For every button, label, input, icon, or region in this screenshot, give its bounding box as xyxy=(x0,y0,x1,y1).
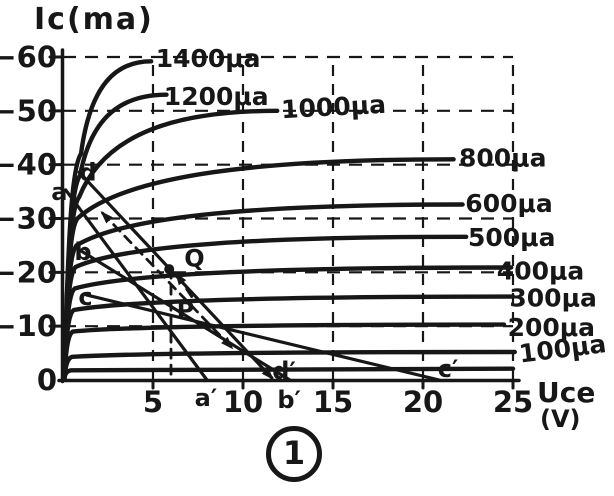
x-tick-label-15: 15 xyxy=(313,385,353,419)
x-tick-label-25: 25 xyxy=(493,385,533,419)
curve-ib-min xyxy=(62,366,516,381)
point-label-Q: Q xyxy=(184,244,204,272)
point-label-a-prime: a′ xyxy=(195,384,218,412)
y-tick-label--10: −10 xyxy=(0,309,57,343)
y-tick-label--20: −20 xyxy=(0,255,57,289)
shift-line xyxy=(100,210,234,350)
point-label-c: c xyxy=(78,283,92,311)
curve-label-200: 200μa xyxy=(508,313,595,342)
q-arrow xyxy=(175,271,194,298)
point-Q xyxy=(164,264,175,275)
point-label-d-prime: d′ xyxy=(272,357,296,385)
curve-label-1000: 1000μa xyxy=(280,90,386,124)
y-tick-label-0: 0 xyxy=(37,363,57,397)
point-label-b: b xyxy=(74,238,91,266)
operating-points xyxy=(164,264,175,275)
curve-label-400: 400μa xyxy=(497,257,584,286)
curve-label-500: 500μa xyxy=(468,223,555,252)
point-label-c-prime: c′ xyxy=(438,355,459,383)
x-axis-title-unit: Uce xyxy=(537,376,596,409)
curve-label-1200: 1200μa xyxy=(164,82,269,111)
x-tick-label-5: 5 xyxy=(143,385,163,419)
point-label-d: d xyxy=(79,159,96,187)
point-label-a: a xyxy=(51,178,67,206)
curve-label-600: 600μa xyxy=(465,189,552,218)
curve-ib-1200 xyxy=(62,92,169,381)
curve-label-1400: 1400μa xyxy=(156,44,261,73)
figure-number: 1 xyxy=(282,434,306,472)
x-axis-title-volts: (V) xyxy=(540,405,581,433)
y-tick-label--30: −30 xyxy=(0,202,57,236)
point-label-P: P xyxy=(177,297,195,325)
annotations xyxy=(100,210,234,382)
chart-text-labels: −60 −50 −40 −30 −20 −10 0 5 10 15 20 25 1400μa 1200μa… xyxy=(0,40,608,419)
y-tick-label--50: −50 xyxy=(0,94,57,128)
point-label-b-prime: b′ xyxy=(277,386,301,414)
curve-ib-100 xyxy=(62,349,517,381)
y-tick-label--60: −60 xyxy=(0,40,57,74)
curve-label-800: 800μa xyxy=(459,144,546,173)
y-tick-label--40: −40 xyxy=(0,148,57,182)
curve-label-300: 300μa xyxy=(509,284,596,313)
x-tick-label-20: 20 xyxy=(403,385,443,419)
x-tick-label-10: 10 xyxy=(223,385,263,419)
figure-number-badge: 1 xyxy=(266,426,322,482)
y-axis-title: Ic(ma) xyxy=(34,2,154,37)
